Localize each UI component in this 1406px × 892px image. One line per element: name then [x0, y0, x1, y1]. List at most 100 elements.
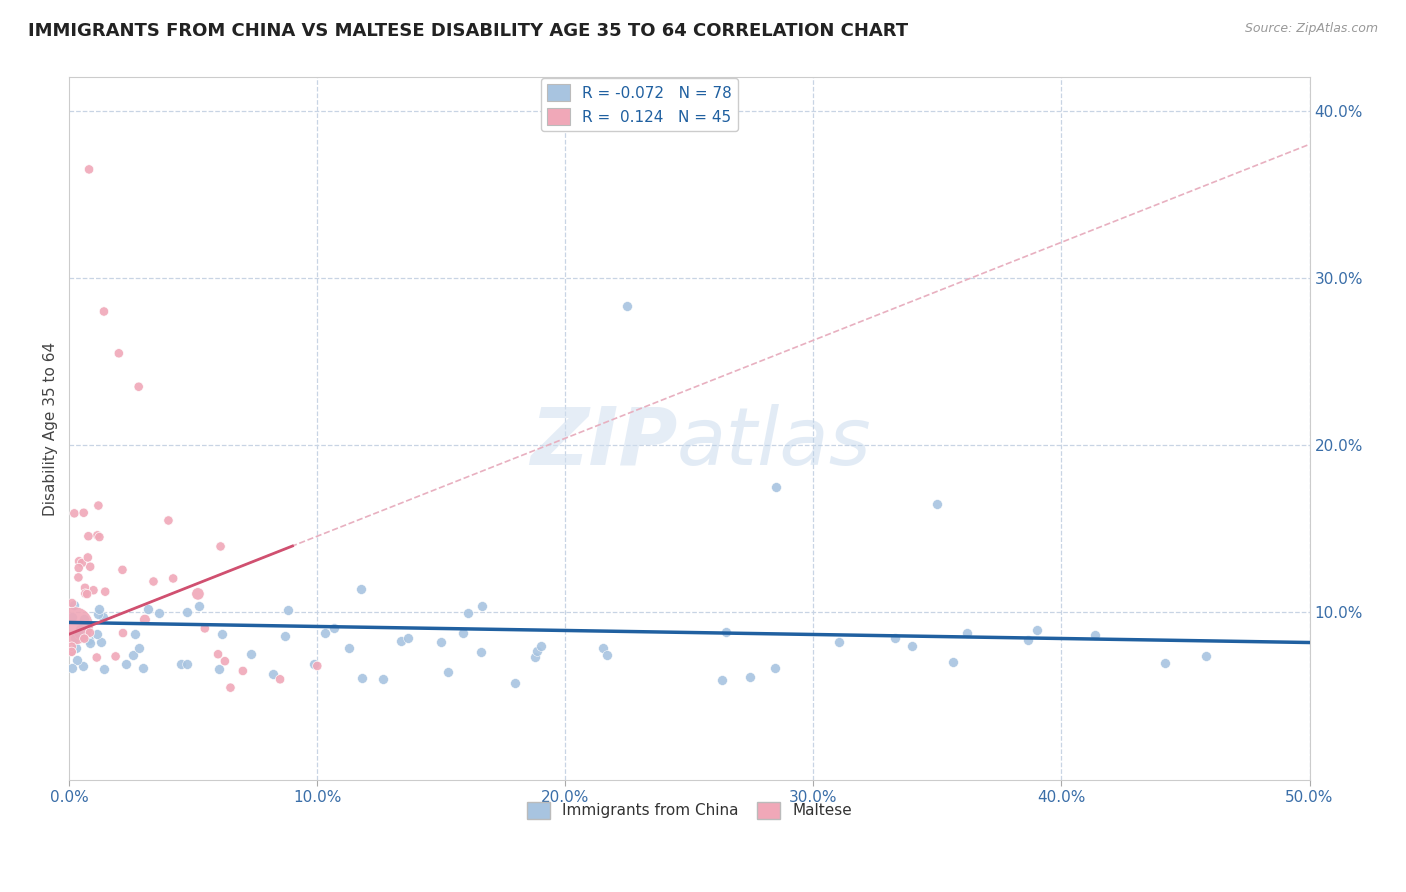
Point: [63, 632, 86, 646]
Point: [389, 633, 412, 648]
Point: [124, 626, 146, 640]
Point: [67, 570, 90, 584]
Point: [148, 606, 170, 620]
Point: [323, 621, 346, 635]
Point: [76, 587, 98, 601]
Point: [207, 662, 229, 676]
Point: [70, 630, 93, 644]
Point: [79, 636, 101, 650]
Point: [122, 648, 145, 662]
Point: [437, 665, 460, 680]
Y-axis label: Disability Age 35 to 64: Disability Age 35 to 64: [44, 342, 58, 516]
Point: [69, 622, 91, 636]
Point: [526, 644, 548, 658]
Point: [157, 513, 180, 527]
Point: [711, 673, 734, 687]
Text: ZIP: ZIP: [530, 403, 676, 482]
Point: [86, 650, 108, 665]
Point: [93, 662, 115, 676]
Point: [128, 640, 150, 655]
Point: [77, 633, 100, 648]
Point: [239, 648, 262, 662]
Point: [955, 626, 977, 640]
Point: [93, 304, 115, 318]
Point: [530, 639, 553, 653]
Point: [214, 654, 236, 668]
Point: [884, 631, 907, 645]
Point: [76, 550, 98, 565]
Point: [75, 586, 97, 600]
Point: [352, 671, 374, 685]
Point: [523, 649, 546, 664]
Point: [209, 540, 232, 554]
Point: [73, 581, 96, 595]
Point: [60, 645, 83, 659]
Point: [86, 627, 108, 641]
Point: [430, 634, 453, 648]
Point: [86, 528, 108, 542]
Point: [67, 626, 90, 640]
Point: [350, 582, 373, 597]
Point: [505, 676, 527, 690]
Point: [207, 647, 229, 661]
Point: [114, 657, 136, 672]
Point: [927, 497, 949, 511]
Point: [187, 599, 209, 614]
Point: [60, 610, 83, 624]
Point: [104, 649, 127, 664]
Point: [79, 625, 101, 640]
Point: [75, 629, 97, 643]
Point: [77, 162, 100, 177]
Point: [1084, 628, 1107, 642]
Point: [136, 602, 159, 616]
Point: [89, 530, 111, 544]
Point: [277, 603, 299, 617]
Point: [60, 596, 83, 610]
Point: [63, 619, 86, 633]
Point: [176, 605, 198, 619]
Point: [211, 627, 233, 641]
Point: [942, 656, 965, 670]
Point: [70, 556, 93, 570]
Point: [131, 661, 153, 675]
Point: [108, 346, 131, 360]
Point: [262, 666, 284, 681]
Point: [63, 506, 86, 520]
Point: [65, 641, 87, 656]
Point: [763, 660, 786, 674]
Point: [87, 602, 110, 616]
Point: [73, 632, 96, 646]
Point: [371, 672, 394, 686]
Point: [232, 664, 254, 678]
Point: [90, 634, 112, 648]
Point: [72, 612, 94, 626]
Point: [60, 661, 83, 675]
Point: [63, 598, 86, 612]
Point: [66, 653, 89, 667]
Point: [134, 613, 156, 627]
Point: [73, 506, 96, 520]
Point: [337, 640, 360, 655]
Point: [828, 635, 851, 649]
Point: [187, 587, 209, 601]
Point: [269, 673, 291, 687]
Point: [1026, 623, 1049, 637]
Point: [77, 529, 100, 543]
Point: [714, 624, 737, 639]
Point: [142, 574, 165, 589]
Point: [1153, 657, 1175, 671]
Point: [592, 641, 614, 656]
Point: [82, 583, 104, 598]
Point: [79, 559, 101, 574]
Point: [111, 626, 134, 640]
Point: [314, 626, 336, 640]
Point: [67, 561, 90, 575]
Point: [75, 630, 97, 644]
Point: [94, 584, 117, 599]
Point: [738, 670, 761, 684]
Point: [453, 625, 475, 640]
Point: [307, 659, 329, 673]
Point: [87, 499, 110, 513]
Point: [170, 657, 193, 672]
Point: [87, 607, 110, 621]
